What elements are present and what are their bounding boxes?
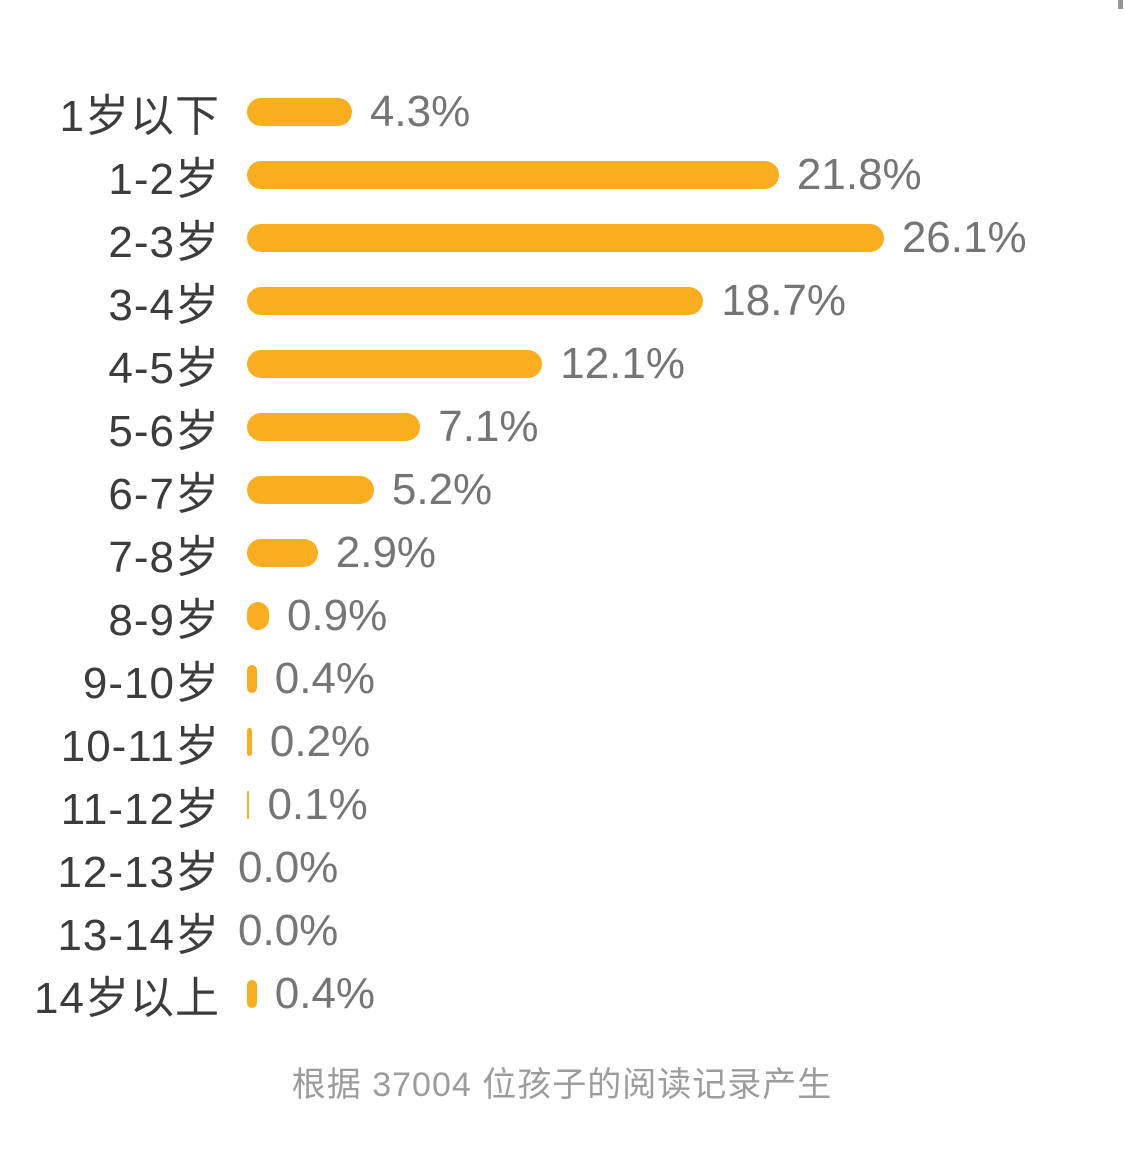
category-label: 4-5岁 bbox=[108, 343, 220, 393]
value-label: 0.1% bbox=[267, 779, 368, 829]
chart-row: 2-3岁 26.1% bbox=[0, 206, 1124, 269]
value-label: 26.1% bbox=[901, 212, 1027, 262]
category-label: 6-7岁 bbox=[108, 469, 220, 519]
category-label: 7-8岁 bbox=[108, 532, 220, 582]
bar bbox=[247, 97, 352, 126]
bar bbox=[247, 727, 252, 756]
bar bbox=[247, 412, 421, 441]
category-label: 8-9岁 bbox=[108, 595, 220, 645]
category-label: 5-6岁 bbox=[108, 406, 220, 456]
category-label: 14岁以上 bbox=[34, 973, 220, 1023]
screen-corner-artifact bbox=[1118, 0, 1123, 9]
footnote: 根据 37004 位孩子的阅读记录产生 bbox=[291, 1066, 833, 1104]
category-label: 12-13岁 bbox=[57, 847, 220, 897]
bar bbox=[247, 664, 257, 693]
chart-row: 3-4岁 18.7% bbox=[0, 269, 1124, 332]
chart-row: 8-9岁 0.9% bbox=[0, 584, 1124, 647]
chart-row: 9-10岁 0.4% bbox=[0, 647, 1124, 710]
bar bbox=[247, 601, 269, 630]
bar bbox=[247, 349, 543, 378]
value-label: 5.2% bbox=[391, 464, 493, 514]
bar bbox=[247, 475, 374, 504]
chart-row: 13-14岁 0.0% bbox=[0, 899, 1124, 962]
bar bbox=[247, 538, 318, 567]
chart-row: 5-6岁 7.1% bbox=[0, 395, 1124, 458]
bar bbox=[247, 790, 250, 819]
chart-row: 6-7岁 5.2% bbox=[0, 458, 1124, 521]
chart-row: 11-12岁 0.1% bbox=[0, 773, 1124, 836]
value-label: 0.4% bbox=[274, 968, 376, 1018]
category-label: 2-3岁 bbox=[108, 217, 220, 267]
value-label: 4.3% bbox=[369, 86, 471, 136]
category-label: 13-14岁 bbox=[57, 910, 220, 960]
category-label: 9-10岁 bbox=[82, 658, 220, 708]
value-label: 0.0% bbox=[238, 905, 339, 955]
category-label: 10-11岁 bbox=[60, 721, 220, 771]
age-distribution-chart: 1岁以下 4.3% 1-2岁 21.8% 2-3岁 26.1% 3-4岁 18.7% 4-5岁 1… bbox=[0, 80, 1124, 1105]
chart-row: 12-13岁 0.0% bbox=[0, 836, 1124, 899]
category-label: 3-4岁 bbox=[108, 280, 220, 330]
value-label: 12.1% bbox=[560, 338, 685, 388]
bar bbox=[247, 223, 884, 252]
category-label: 1岁以下 bbox=[59, 91, 220, 141]
value-label: 0.9% bbox=[286, 590, 388, 640]
chart-row: 1岁以下 4.3% bbox=[0, 80, 1124, 143]
chart-row: 4-5岁 12.1% bbox=[0, 332, 1124, 395]
value-label: 0.4% bbox=[274, 653, 376, 703]
bar bbox=[247, 979, 257, 1008]
value-label: 7.1% bbox=[438, 401, 539, 451]
chart-row: 1-2岁 21.8% bbox=[0, 143, 1124, 206]
chart-row: 14岁以上 0.4% bbox=[0, 962, 1124, 1025]
bar bbox=[247, 160, 779, 189]
chart-rows: 1岁以下 4.3% 1-2岁 21.8% 2-3岁 26.1% 3-4岁 18.7% 4-5岁 1… bbox=[0, 80, 1124, 1025]
value-label: 21.8% bbox=[796, 149, 922, 199]
value-label: 0.2% bbox=[269, 716, 371, 766]
category-label: 1-2岁 bbox=[108, 154, 220, 204]
value-label: 0.0% bbox=[238, 842, 339, 892]
chart-row: 7-8岁 2.9% bbox=[0, 521, 1124, 584]
chart-row: 10-11岁 0.2% bbox=[0, 710, 1124, 773]
bar bbox=[247, 286, 704, 315]
value-label: 2.9% bbox=[335, 527, 437, 577]
value-label: 18.7% bbox=[721, 275, 847, 325]
category-label: 11-12岁 bbox=[60, 784, 220, 834]
